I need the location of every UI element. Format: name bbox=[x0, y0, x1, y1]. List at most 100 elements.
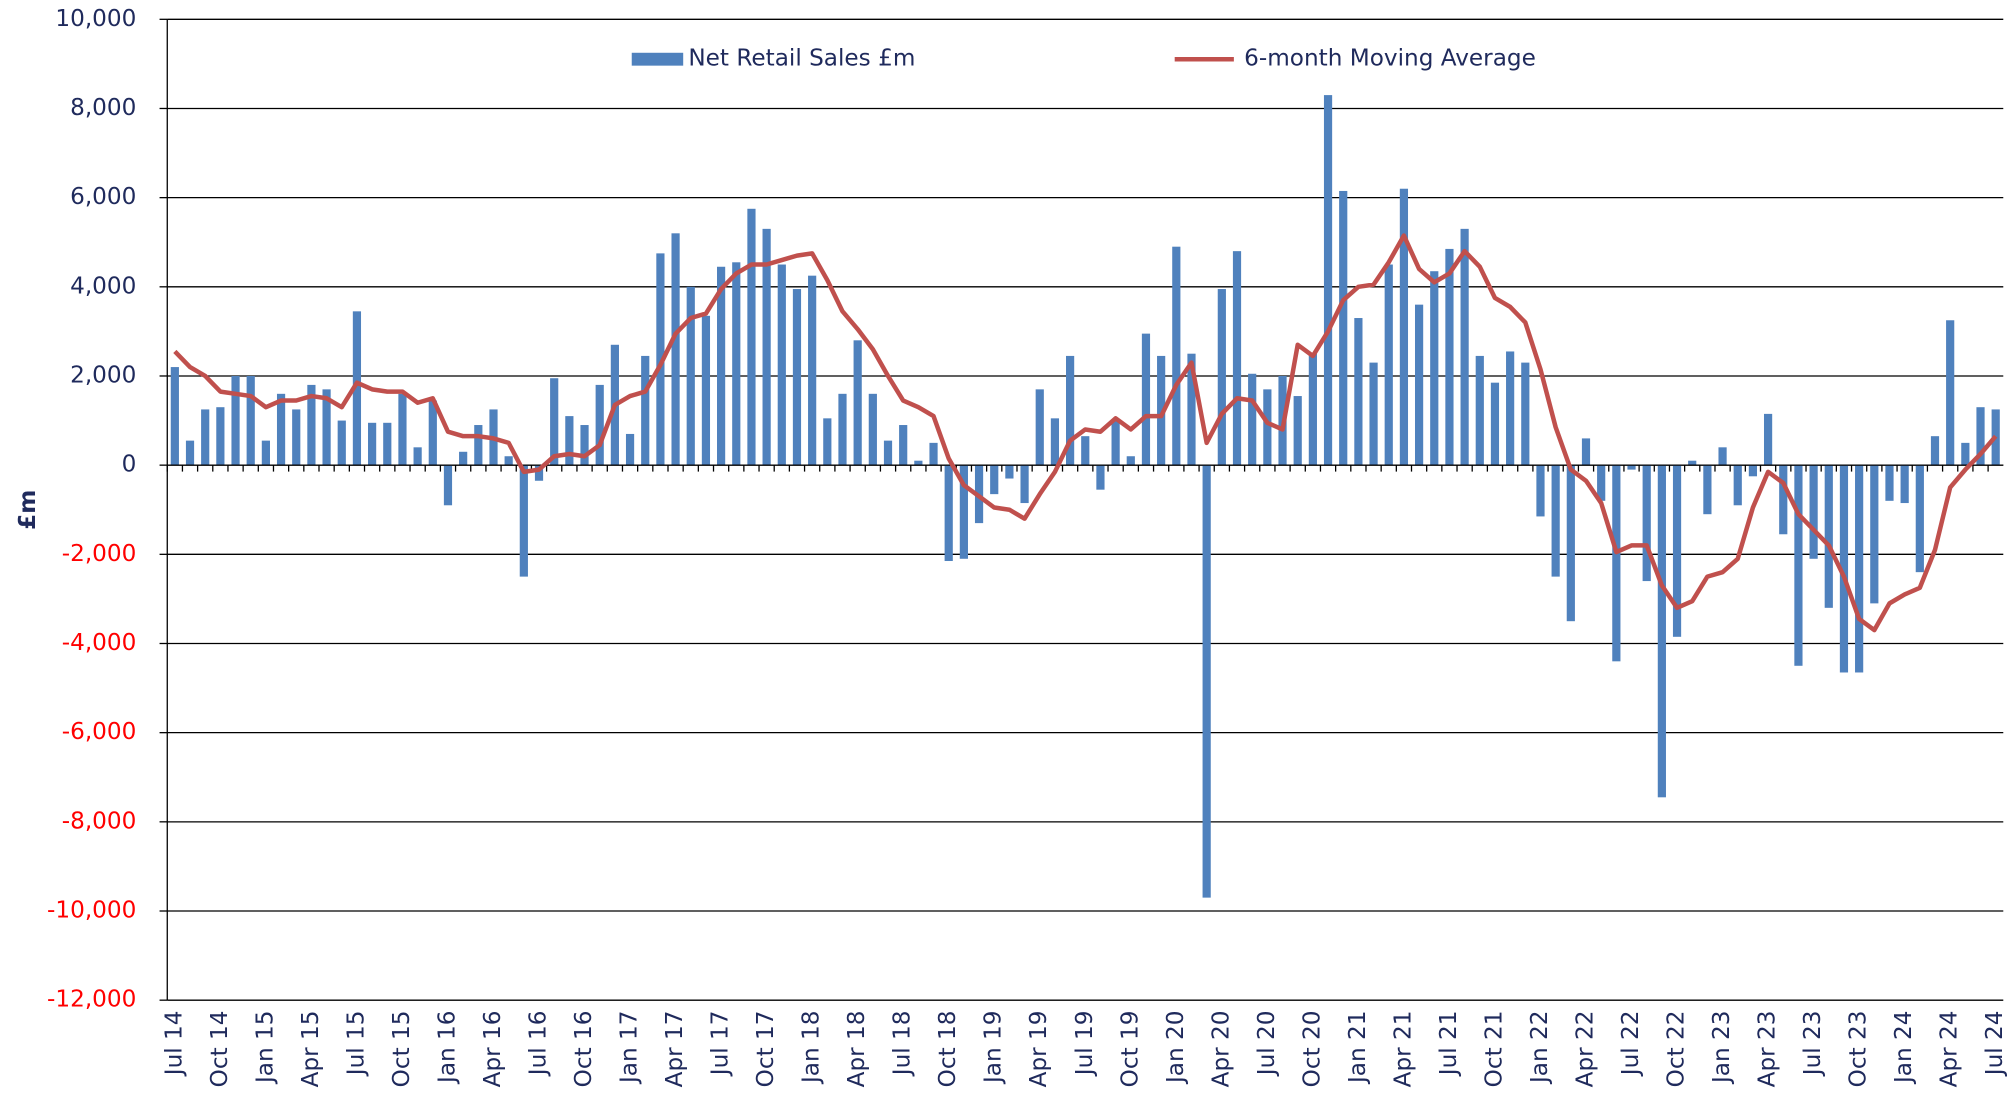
x-tick-label: Jul 20 bbox=[1254, 1010, 1280, 1077]
bar bbox=[625, 433, 635, 466]
x-tick-label: Apr 23 bbox=[1755, 1010, 1781, 1087]
bar bbox=[1506, 351, 1515, 466]
bar bbox=[1915, 465, 1924, 573]
bar bbox=[1490, 382, 1500, 466]
bar bbox=[352, 311, 362, 466]
bar bbox=[1855, 465, 1864, 673]
bar bbox=[595, 384, 604, 466]
x-tick-label: Apr 24 bbox=[1937, 1010, 1963, 1087]
bar bbox=[1035, 389, 1044, 466]
bar bbox=[671, 233, 680, 466]
y-tick-label: -12,000 bbox=[47, 987, 136, 1013]
x-tick-label: Jan 15 bbox=[252, 1010, 278, 1085]
bar bbox=[322, 389, 331, 466]
bar bbox=[231, 375, 240, 466]
bar bbox=[944, 465, 953, 562]
bar bbox=[1217, 289, 1226, 466]
bar bbox=[717, 266, 726, 466]
bar bbox=[1081, 436, 1090, 466]
bar bbox=[686, 286, 695, 466]
bar bbox=[823, 418, 832, 466]
bar bbox=[1430, 271, 1439, 466]
bar bbox=[1642, 465, 1651, 582]
x-tick-label: Apr 15 bbox=[298, 1010, 324, 1087]
bar bbox=[1748, 465, 1758, 477]
bar bbox=[170, 367, 179, 466]
x-tick-label: Apr 18 bbox=[844, 1010, 870, 1087]
bar bbox=[292, 409, 301, 466]
bar bbox=[1779, 465, 1788, 535]
bar bbox=[201, 409, 210, 466]
bar bbox=[1733, 465, 1742, 506]
bar bbox=[1657, 465, 1666, 798]
y-tick-label: 4,000 bbox=[70, 273, 136, 299]
x-tick-label: Apr 21 bbox=[1390, 1010, 1416, 1087]
bar bbox=[413, 447, 422, 466]
x-tick-label: Jul 19 bbox=[1072, 1010, 1098, 1077]
bar bbox=[550, 378, 559, 466]
x-tick-label: Jan 20 bbox=[1163, 1010, 1189, 1085]
bar bbox=[899, 425, 908, 466]
bar bbox=[1900, 465, 1909, 504]
bar bbox=[1263, 389, 1272, 466]
bar bbox=[1445, 248, 1454, 466]
x-tick-label: Jan 18 bbox=[799, 1010, 825, 1085]
bar bbox=[1248, 373, 1257, 466]
bar bbox=[1399, 188, 1409, 466]
bar bbox=[261, 440, 270, 466]
x-tick-label: Jan 16 bbox=[434, 1010, 460, 1085]
x-tick-label: Jan 23 bbox=[1709, 1010, 1735, 1085]
bar bbox=[1172, 246, 1181, 466]
x-tick-label: Jul 22 bbox=[1618, 1010, 1644, 1077]
bar bbox=[1839, 465, 1849, 673]
bar bbox=[732, 262, 741, 466]
bar bbox=[762, 228, 771, 466]
x-tick-label: Apr 19 bbox=[1026, 1010, 1052, 1087]
bar bbox=[307, 384, 316, 466]
x-tick-label: Oct 16 bbox=[571, 1010, 597, 1087]
x-tick-label: Oct 15 bbox=[389, 1010, 415, 1087]
x-tick-label: Jan 24 bbox=[1891, 1010, 1917, 1085]
y-tick-label: -2,000 bbox=[62, 541, 137, 567]
bar bbox=[1885, 465, 1894, 501]
bar bbox=[1293, 396, 1302, 466]
bar bbox=[883, 440, 893, 466]
bar bbox=[398, 393, 407, 466]
bar bbox=[1369, 362, 1378, 466]
bar bbox=[565, 416, 574, 466]
y-tick-label: 0 bbox=[122, 452, 137, 478]
bar bbox=[1794, 465, 1803, 666]
bar bbox=[1020, 465, 1029, 504]
bar bbox=[808, 275, 817, 466]
bar bbox=[1157, 355, 1166, 466]
bar bbox=[1005, 465, 1014, 479]
y-axis-label: £m bbox=[15, 490, 41, 530]
bar bbox=[1961, 442, 1970, 466]
x-tick-label: Jan 22 bbox=[1527, 1010, 1553, 1085]
bar bbox=[443, 465, 453, 506]
bar bbox=[580, 425, 589, 466]
x-tick-label: Oct 19 bbox=[1117, 1010, 1143, 1087]
bar bbox=[216, 407, 225, 466]
x-tick-label: Jan 21 bbox=[1345, 1010, 1371, 1085]
bar bbox=[1870, 465, 1879, 604]
x-tick-label: Apr 17 bbox=[662, 1010, 688, 1087]
x-tick-label: Jul 21 bbox=[1436, 1010, 1462, 1077]
bar bbox=[185, 440, 195, 466]
bar bbox=[990, 465, 999, 495]
bar bbox=[701, 315, 711, 466]
bar bbox=[1612, 465, 1621, 662]
bar bbox=[1141, 333, 1151, 466]
x-tick-label: Jul 24 bbox=[1982, 1010, 2008, 1077]
bar bbox=[868, 393, 877, 466]
bar bbox=[1718, 447, 1727, 466]
x-tick-label: Jul 14 bbox=[161, 1010, 187, 1077]
bar bbox=[853, 340, 862, 466]
bar bbox=[1354, 318, 1363, 466]
bar bbox=[1066, 355, 1075, 466]
line bbox=[173, 233, 1998, 633]
bar bbox=[1930, 436, 1940, 466]
x-tick-label: Jul 18 bbox=[890, 1010, 916, 1077]
bar bbox=[246, 375, 255, 466]
